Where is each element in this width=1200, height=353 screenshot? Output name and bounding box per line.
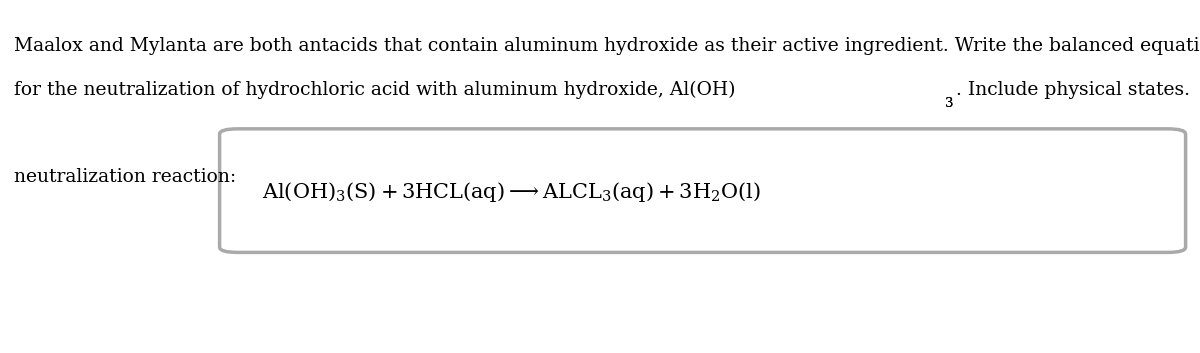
Text: $\mathregular{Al(OH)_3(S) + 3HCL(aq) \longrightarrow ALCL_3(aq) + 3H_2O(l)}$: $\mathregular{Al(OH)_3(S) + 3HCL(aq) \lo… — [262, 180, 761, 204]
Text: neutralization reaction:: neutralization reaction: — [14, 168, 236, 185]
Text: for the neutralization of hydrochloric acid with aluminum hydroxide, Al(OH): for the neutralization of hydrochloric a… — [14, 81, 736, 100]
FancyBboxPatch shape — [220, 129, 1186, 252]
Text: 3: 3 — [946, 97, 954, 110]
Text: 3: 3 — [946, 97, 954, 110]
Text: Maalox and Mylanta are both antacids that contain aluminum hydroxide as their ac: Maalox and Mylanta are both antacids tha… — [14, 37, 1200, 55]
Text: . Include physical states.: . Include physical states. — [956, 81, 1190, 99]
